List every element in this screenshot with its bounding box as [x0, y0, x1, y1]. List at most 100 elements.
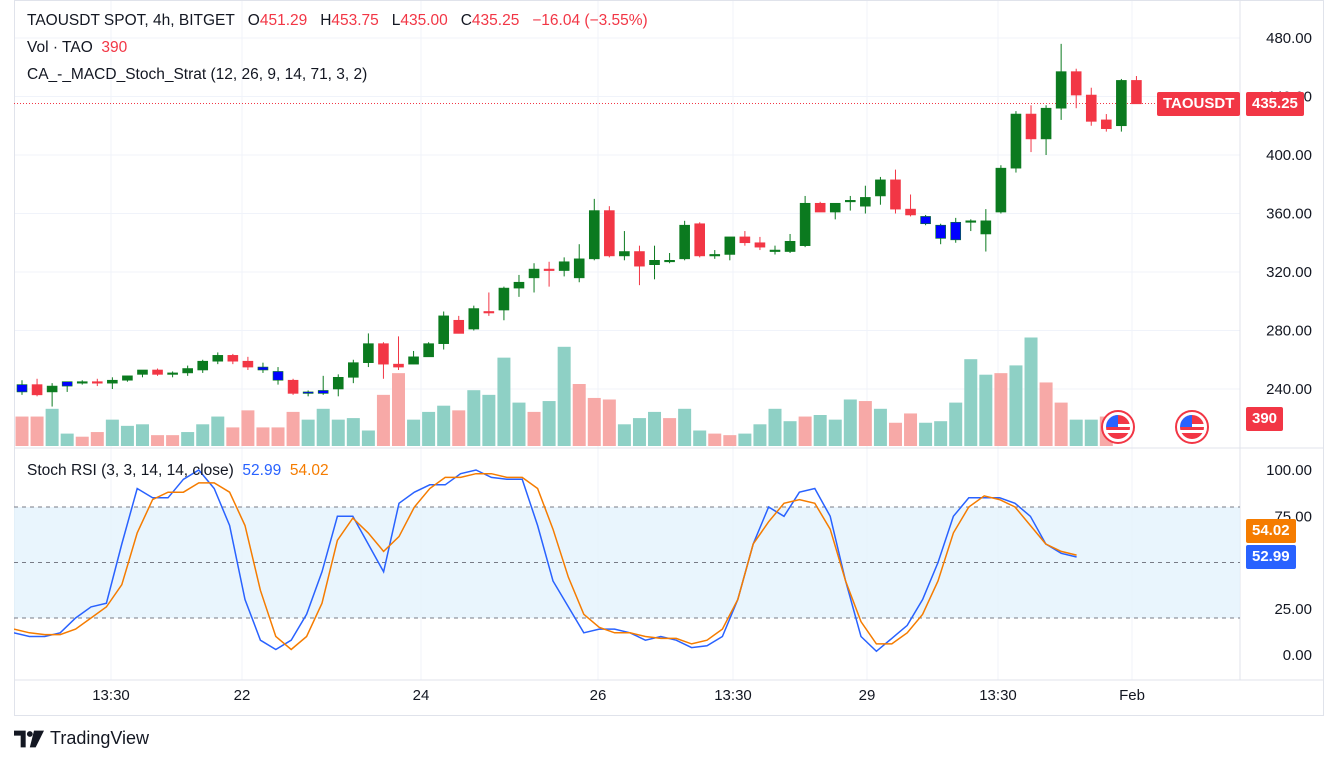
ohlc-l: 435.00: [400, 12, 448, 29]
volume-bar: [828, 419, 842, 446]
volume-tag-value: 390: [1252, 410, 1278, 427]
volume-legend: Vol · TAO 390: [27, 39, 127, 57]
candle-body: [61, 381, 73, 387]
volume-bar: [1084, 419, 1098, 446]
volume-bar: [798, 416, 812, 446]
candle-body: [784, 240, 796, 252]
candle-body: [317, 390, 329, 394]
us-flag-icon[interactable]: [1101, 410, 1135, 444]
candle-body: [965, 220, 977, 223]
candle-body: [543, 268, 555, 271]
candle-body: [694, 223, 706, 257]
ohlc-h: 453.75: [331, 12, 379, 29]
volume-bar: [60, 433, 74, 446]
candle-body: [76, 381, 88, 384]
volume-bar: [919, 422, 933, 446]
candle-body: [152, 369, 163, 375]
candle-body: [995, 167, 1007, 213]
stoch-k-value: 52.99: [242, 462, 282, 479]
volume-bar: [482, 394, 496, 446]
us-flag-icon[interactable]: [1175, 410, 1209, 444]
candle-body: [558, 261, 570, 271]
chart-svg[interactable]: 480.00440.00400.00360.00320.00280.00240.…: [13, 0, 1324, 716]
candle-body: [242, 360, 254, 368]
volume-bar: [361, 430, 375, 446]
candle-body: [182, 368, 193, 374]
volume-label: Vol · TAO: [27, 39, 93, 56]
candle-body: [393, 363, 404, 368]
volume-bar: [452, 410, 466, 446]
candle-body: [1085, 94, 1097, 122]
volume-bar: [512, 402, 526, 446]
time-tick-label: 26: [590, 687, 607, 704]
volume-bar: [301, 419, 315, 446]
volume-bar: [226, 427, 240, 446]
candle-body: [829, 202, 841, 213]
stoch-tick-label: 0.00: [1283, 647, 1312, 664]
stoch-tick-label: 25.00: [1274, 601, 1312, 618]
volume-bar: [15, 416, 29, 446]
candle-body: [679, 224, 690, 260]
candle-body: [408, 356, 419, 365]
candle-body: [739, 236, 751, 244]
candle-body: [604, 210, 615, 257]
time-tick-label: 22: [234, 687, 251, 704]
candle-body: [423, 343, 434, 358]
volume-bar: [1069, 419, 1083, 446]
stoch-k-tag-value: 52.99: [1252, 548, 1290, 565]
chart-frame: 480.00440.00400.00360.00320.00280.00240.…: [13, 0, 1324, 716]
volume-bar: [45, 408, 59, 446]
volume-bar: [346, 418, 360, 446]
brand-name[interactable]: TradingView: [50, 728, 150, 748]
candle-body: [724, 236, 736, 255]
tradingview-logo-icon[interactable]: [14, 729, 44, 749]
candle-body: [814, 202, 826, 213]
volume-bar: [256, 427, 270, 446]
volume-bar: [949, 402, 963, 446]
volume-bar: [738, 433, 752, 446]
candle-body: [31, 384, 43, 396]
volume-bar: [271, 427, 285, 446]
price-tag-symbol: TAOUSDT: [1163, 95, 1235, 112]
candle-body: [1131, 80, 1142, 105]
candle-body: [980, 220, 992, 235]
candle-body: [332, 376, 344, 390]
stoch-legend: Stoch RSI (3, 3, 14, 14, close) 52.99 54…: [27, 462, 329, 480]
stoch-d-tag: 54.02: [1246, 519, 1296, 543]
volume-bar: [135, 424, 149, 446]
volume-bar: [768, 408, 782, 446]
candle-body: [513, 281, 525, 289]
candle-body: [287, 379, 299, 394]
volume-bar: [979, 374, 993, 446]
candle-body: [167, 372, 178, 375]
volume-bar: [693, 430, 707, 446]
candle-body: [46, 385, 58, 393]
price-tick-label: 480.00: [1266, 30, 1312, 47]
candle-body: [754, 242, 766, 248]
candle-body: [799, 202, 811, 246]
volume-tag: 390: [1246, 407, 1284, 431]
volume-bar: [1024, 337, 1038, 446]
volume-bar: [708, 433, 722, 446]
volume-bar: [1039, 382, 1053, 446]
volume-bar: [1009, 365, 1023, 446]
volume-bar: [858, 401, 872, 446]
ohlc-c-label: C: [460, 12, 472, 29]
ohlc-h-label: H: [320, 12, 332, 29]
volume-value: 390: [101, 39, 128, 56]
stoch-k-line: [13, 469, 1077, 653]
volume-bar: [572, 384, 586, 446]
volume-bar: [632, 418, 646, 446]
price-tick-label: 400.00: [1266, 147, 1312, 164]
stoch-label: Stoch RSI (3, 3, 14, 14, close): [27, 462, 234, 479]
volume-bar: [392, 373, 405, 446]
candle-body: [197, 360, 209, 371]
stoch-d-line: [13, 472, 1077, 651]
volume-bar: [617, 424, 631, 446]
candle-body: [212, 355, 224, 362]
candle-body: [573, 258, 585, 279]
candle-body: [875, 179, 886, 197]
candle-body: [378, 343, 389, 365]
volume-bar: [241, 410, 255, 446]
time-tick-label: 24: [413, 687, 430, 704]
